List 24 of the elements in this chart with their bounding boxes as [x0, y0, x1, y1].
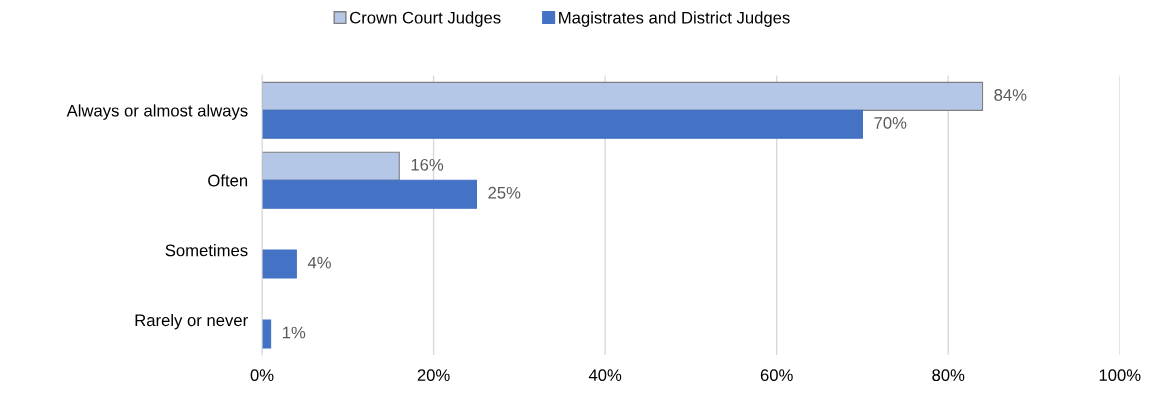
bar: [262, 109, 864, 139]
bar: [262, 151, 400, 181]
bar: [262, 81, 984, 111]
x-tick-label: 80%: [932, 369, 965, 382]
x-tick-label: 40%: [588, 369, 622, 382]
data-label: 1%: [282, 326, 306, 339]
y-tick-label: Often: [208, 174, 248, 187]
data-label: 84%: [994, 89, 1027, 101]
legend-label: Crown Court Judges: [350, 11, 501, 27]
bar: [262, 179, 478, 209]
bar: [262, 319, 272, 349]
data-label: 25%: [488, 186, 521, 199]
legend-label: Magistrates and District Judges: [559, 11, 790, 27]
y-tick-label: Rarely or never: [135, 313, 248, 330]
y-tick-label: Sometimes: [165, 244, 248, 257]
x-tick-label: 0%: [250, 369, 274, 382]
data-label: 4%: [307, 256, 331, 269]
data-label: 70%: [874, 117, 907, 129]
x-tick-label: 100%: [1099, 369, 1141, 382]
data-label: 16%: [411, 158, 444, 171]
bar: [262, 249, 297, 279]
y-tick-label: Always or almost always: [66, 104, 248, 120]
x-tick-label: 20%: [417, 369, 450, 382]
x-tick-label: 60%: [760, 369, 793, 382]
